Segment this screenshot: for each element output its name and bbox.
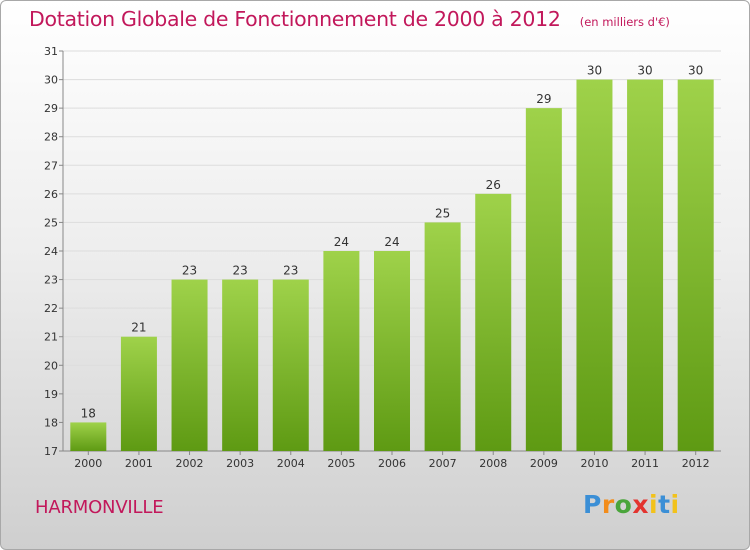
bar-2006 — [374, 251, 410, 451]
title-row: Dotation Globale de Fonctionnement de 20… — [29, 7, 670, 31]
data-label-2007: 25 — [435, 206, 450, 220]
x-tick-label-2002: 2002 — [176, 457, 204, 470]
x-tick-label-2003: 2003 — [226, 457, 254, 470]
y-tick-label: 28 — [44, 131, 58, 144]
y-tick-label: 24 — [44, 245, 58, 258]
y-axis-ticks: 17 18 19 20 21 22 23 24 25 26 27 28 29 30 31 — [44, 45, 58, 458]
logo-letter: P — [583, 490, 602, 519]
y-tick-label: 23 — [44, 274, 58, 287]
y-tick-label: 18 — [44, 416, 58, 429]
logo-letter: t — [658, 490, 671, 519]
data-label-2010: 30 — [587, 64, 602, 78]
bar-2007 — [424, 222, 461, 451]
y-tick-label: 27 — [44, 159, 58, 172]
bar-2004 — [272, 279, 309, 451]
bars — [70, 79, 714, 452]
chart-subtitle: (en milliers d'€) — [579, 15, 670, 29]
y-tick-label: 29 — [44, 102, 58, 115]
logo-letter: x — [632, 490, 649, 519]
y-tick-label: 22 — [44, 302, 58, 315]
x-tick-label-2000: 2000 — [74, 457, 102, 470]
bar-2011 — [627, 79, 664, 452]
bar-2000 — [70, 422, 107, 451]
data-label-2004: 23 — [283, 264, 298, 278]
commune-name: HARMONVILLE — [35, 497, 164, 518]
data-label-2011: 30 — [637, 64, 652, 78]
x-tick-label-2006: 2006 — [378, 457, 406, 470]
y-tick-label: 30 — [44, 74, 58, 87]
bar-2008 — [475, 193, 512, 451]
logo-letter: i — [649, 490, 659, 519]
y-tick-label: 17 — [44, 445, 58, 458]
data-label-2005: 24 — [334, 235, 349, 249]
y-tick-label: 19 — [44, 388, 58, 401]
logo-letter: r — [601, 490, 615, 519]
proxiti-logo[interactable]: Proxiti — [583, 490, 680, 519]
x-tick-label-2010: 2010 — [580, 457, 608, 470]
logo-letter: o — [614, 490, 633, 519]
y-tick-label: 26 — [44, 188, 58, 201]
x-tick-label-2012: 2012 — [682, 457, 710, 470]
y-tick-label: 31 — [44, 45, 58, 58]
bar-2003 — [222, 279, 259, 451]
data-labels: 18 21 23 23 23 24 24 25 26 29 30 30 30 — [81, 64, 704, 421]
bar-2009 — [525, 108, 562, 452]
bar-2002 — [171, 279, 208, 451]
logo-letter: i — [670, 490, 680, 519]
bar-2005 — [323, 251, 360, 451]
data-label-2002: 23 — [182, 264, 197, 278]
x-tick-label-2005: 2005 — [327, 457, 355, 470]
x-tick-label-2008: 2008 — [479, 457, 507, 470]
data-label-2000: 18 — [81, 406, 96, 420]
x-tick-label-2007: 2007 — [429, 457, 457, 470]
data-label-2006: 24 — [384, 235, 399, 249]
data-label-2012: 30 — [688, 64, 703, 78]
x-axis-ticks: 2000 2001 2002 2003 2004 2005 2006 2007 2008 2009… — [74, 457, 709, 470]
bar-2012 — [677, 79, 714, 452]
bar-2001 — [120, 336, 157, 451]
x-tick-label-2004: 2004 — [277, 457, 305, 470]
data-label-2001: 21 — [131, 321, 146, 335]
y-tick-label: 20 — [44, 359, 58, 372]
data-label-2009: 29 — [536, 92, 551, 106]
data-label-2008: 26 — [486, 178, 501, 192]
x-tick-label-2009: 2009 — [530, 457, 558, 470]
data-label-2003: 23 — [233, 264, 248, 278]
bar-2010 — [576, 79, 613, 452]
y-tick-label: 21 — [44, 331, 58, 344]
x-tick-label-2001: 2001 — [125, 457, 153, 470]
chart-title: Dotation Globale de Fonctionnement de 20… — [29, 7, 561, 31]
y-tick-label: 25 — [44, 216, 58, 229]
x-tick-label-2011: 2011 — [631, 457, 659, 470]
